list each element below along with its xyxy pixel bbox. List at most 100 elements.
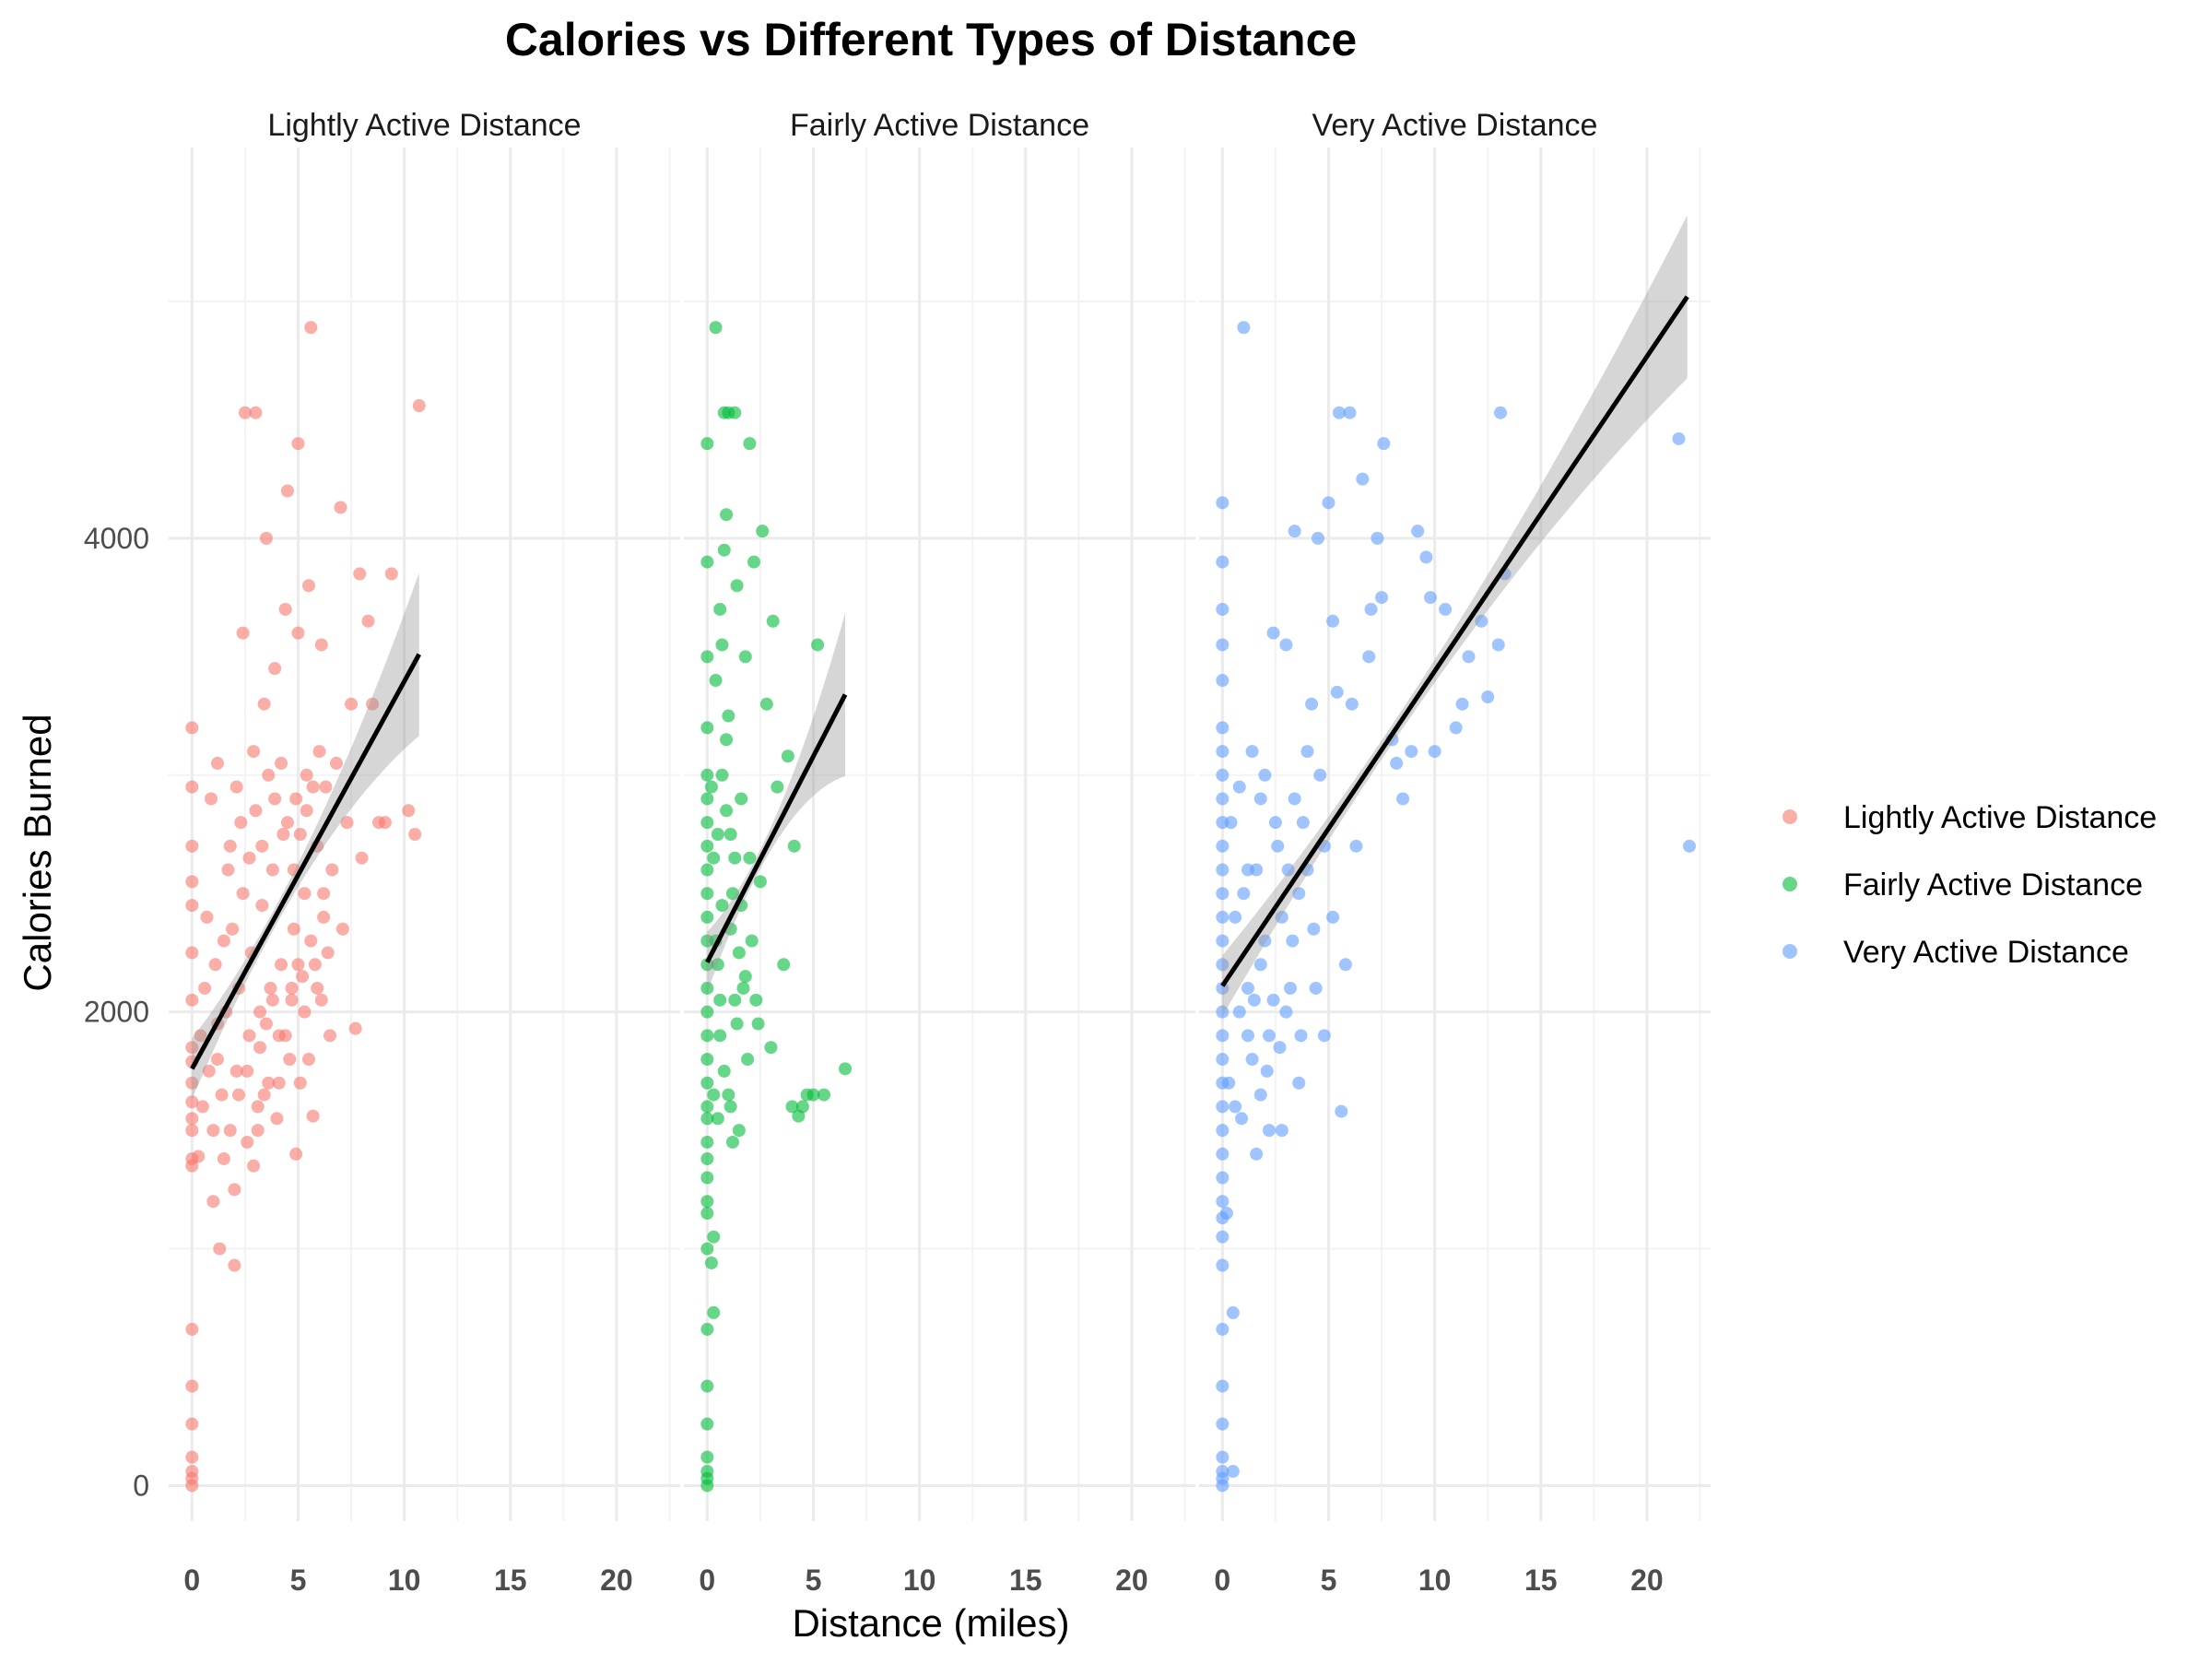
data-point <box>1237 321 1251 335</box>
data-point <box>700 1195 714 1209</box>
data-point <box>251 1124 265 1138</box>
data-point <box>1260 1064 1274 1078</box>
data-point <box>1229 1100 1242 1114</box>
data-point <box>725 887 739 901</box>
data-point <box>293 828 307 841</box>
data-point <box>1216 745 1230 759</box>
data-point <box>300 768 313 782</box>
data-point <box>324 1029 337 1043</box>
data-point <box>777 958 791 972</box>
data-point <box>732 1124 746 1138</box>
data-point <box>1411 525 1425 538</box>
data-point <box>311 981 324 995</box>
data-point <box>753 875 767 889</box>
data-point <box>700 1322 714 1336</box>
data-point <box>265 993 279 1007</box>
data-point <box>1216 792 1230 806</box>
data-point <box>355 851 369 865</box>
data-point <box>1216 1379 1230 1393</box>
data-point <box>700 555 714 569</box>
data-point <box>1405 745 1418 759</box>
data-point <box>217 1151 230 1165</box>
data-point <box>749 993 763 1007</box>
data-point <box>185 780 199 794</box>
data-point <box>206 1124 220 1138</box>
x-tick-label: 15 <box>494 1564 527 1597</box>
trend-line <box>1220 295 1689 987</box>
data-point <box>700 768 714 782</box>
data-point <box>738 970 752 984</box>
data-point <box>319 780 333 794</box>
data-point <box>257 1088 271 1102</box>
data-point <box>1253 958 1267 972</box>
x-tick-label: 10 <box>388 1564 421 1597</box>
data-point <box>321 946 335 960</box>
data-point <box>1235 1112 1249 1126</box>
x-tick-label: 0 <box>1214 1564 1230 1597</box>
legend-item: Fairly Active Distance <box>1783 867 2143 903</box>
data-point <box>1216 958 1230 972</box>
data-point <box>185 1322 199 1336</box>
data-point <box>700 437 714 451</box>
data-point <box>229 1064 243 1078</box>
data-point <box>751 1017 765 1031</box>
data-point <box>1362 650 1376 664</box>
data-point <box>325 863 339 877</box>
data-point <box>1292 1076 1306 1090</box>
data-point <box>1494 406 1508 419</box>
data-point <box>1326 614 1340 628</box>
data-point <box>747 555 760 569</box>
data-point <box>725 1135 739 1149</box>
data-point <box>1317 1029 1331 1043</box>
data-point <box>700 958 714 972</box>
data-point <box>1216 1171 1230 1185</box>
data-point <box>1288 792 1301 806</box>
data-point <box>206 1195 220 1209</box>
data-point <box>215 1088 229 1102</box>
data-point <box>741 1053 755 1067</box>
data-point <box>720 733 734 747</box>
data-point <box>272 1076 286 1090</box>
point-series <box>185 321 426 1493</box>
data-point <box>1216 863 1230 877</box>
facet-strip-label: Fairly Active Distance <box>790 108 1089 143</box>
data-point <box>287 922 300 936</box>
data-point <box>700 1465 714 1479</box>
data-point <box>1449 721 1463 735</box>
x-tick-label: 20 <box>1630 1564 1664 1597</box>
data-point <box>787 839 801 853</box>
data-point <box>340 816 354 830</box>
data-point <box>1262 1029 1276 1043</box>
data-point <box>289 1147 303 1161</box>
data-point <box>223 839 237 853</box>
data-point <box>278 1029 292 1043</box>
legend-label: Fairly Active Distance <box>1843 867 2143 903</box>
data-point <box>700 910 714 924</box>
data-point <box>1439 602 1453 616</box>
data-point <box>249 406 263 419</box>
data-point <box>1237 887 1251 901</box>
x-tick-label: 5 <box>290 1564 307 1597</box>
data-point <box>700 981 714 995</box>
data-point <box>1275 1124 1288 1138</box>
data-point <box>1300 745 1314 759</box>
data-point <box>756 525 770 538</box>
y-axis-ticks: 0 2000 4000 <box>84 522 149 1503</box>
data-point <box>1356 472 1370 486</box>
data-point <box>715 899 729 913</box>
data-point <box>202 1064 216 1078</box>
data-point <box>1419 550 1433 564</box>
data-point <box>314 638 328 652</box>
data-point <box>1253 1088 1267 1102</box>
data-point <box>228 1258 241 1272</box>
data-point <box>251 1100 265 1114</box>
data-point <box>1232 1005 1246 1019</box>
data-point <box>241 1135 254 1149</box>
data-point <box>1216 839 1230 853</box>
data-point <box>262 768 276 782</box>
data-point <box>711 958 724 972</box>
x-tick-label: 5 <box>1321 1564 1337 1597</box>
data-point <box>1311 531 1324 545</box>
data-point <box>1229 910 1242 924</box>
data-point <box>1232 780 1246 794</box>
